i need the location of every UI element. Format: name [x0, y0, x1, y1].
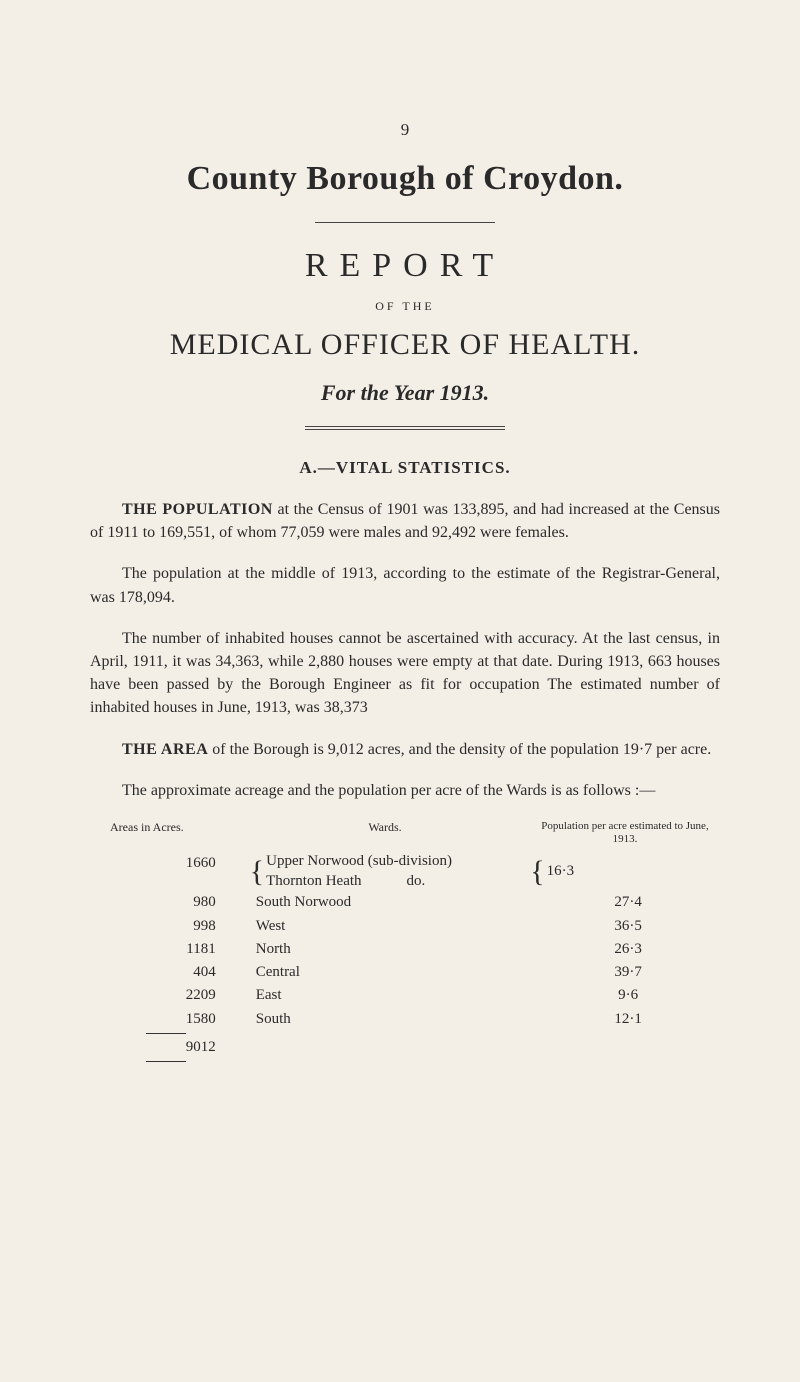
cell-wards: South — [256, 1008, 536, 1031]
para-lead-area: THE AREA — [122, 741, 208, 758]
paragraph-area: THE AREA of the Borough is 9,012 acres, … — [90, 738, 720, 761]
wards-upper: Upper Norwood (sub-division) — [266, 852, 452, 872]
cell-areas: 404 — [90, 961, 256, 984]
table-row: 1181 North 26·3 — [90, 938, 720, 961]
para-text-area: of the Borough is 9,012 acres, and the d… — [212, 741, 711, 758]
year-line: For the Year 1913. — [90, 380, 720, 406]
cell-pop: 12·1 — [536, 1008, 720, 1031]
para-lead-population: THE POPULATION — [122, 501, 273, 518]
cell-areas: 980 — [90, 891, 256, 914]
cell-pop: 36·5 — [536, 915, 720, 938]
header-areas: Areas in Acres. — [90, 820, 240, 846]
cell-wards: East — [256, 984, 536, 1007]
table-total-row: 9012 — [90, 1036, 720, 1059]
cell-pop: 27·4 — [536, 891, 720, 914]
paragraph-houses: The number of inhabited houses cannot be… — [90, 627, 720, 720]
paragraph-wards-intro: The approximate acreage and the populati… — [90, 779, 720, 802]
cell-areas: 1580 — [90, 1008, 256, 1031]
divider-double-rule — [305, 426, 505, 430]
cell-areas: 998 — [90, 915, 256, 938]
cell-wards: South Norwood — [256, 891, 536, 914]
table-header-row: Areas in Acres. Wards. Population per ac… — [90, 820, 720, 846]
cell-empty — [536, 1036, 720, 1059]
cell-pop: 9·6 — [536, 984, 720, 1007]
table-row: 1580 South 12·1 — [90, 1008, 720, 1031]
cell-wards: North — [256, 938, 536, 961]
divider-rule — [315, 222, 495, 223]
table-row: 2209 East 9·6 — [90, 984, 720, 1007]
subheading-of-the: OF THE — [90, 299, 720, 314]
paragraph-population: THE POPULATION at the Census of 1901 was… — [90, 498, 720, 544]
cell-pop-value: 16·3 — [547, 860, 575, 883]
officer-title: MEDICAL OFFICER OF HEALTH. — [90, 328, 720, 362]
cell-empty — [256, 1036, 536, 1059]
brace-icon: { — [250, 864, 264, 879]
cell-areas: 2209 — [90, 984, 256, 1007]
sum-rule-top — [146, 1033, 186, 1034]
cell-pop-brace: { 16·3 — [536, 852, 720, 891]
cell-wards: Central — [256, 961, 536, 984]
main-title: County Borough of Croydon. — [90, 160, 720, 198]
sum-rule-bottom — [146, 1061, 186, 1062]
table-row: 980 South Norwood 27·4 — [90, 891, 720, 914]
document-page: 9 County Borough of Croydon. REPORT OF T… — [0, 0, 800, 1382]
cell-wards-brace: { Upper Norwood (sub-division) Thornton … — [256, 852, 536, 891]
table-row: 998 West 36·5 — [90, 915, 720, 938]
cell-pop: 39·7 — [536, 961, 720, 984]
cell-wards: West — [256, 915, 536, 938]
wards-table: Areas in Acres. Wards. Population per ac… — [90, 820, 720, 1062]
page-number: 9 — [90, 120, 720, 140]
cell-areas: 1181 — [90, 938, 256, 961]
cell-total: 9012 — [90, 1036, 256, 1059]
section-heading: A.—VITAL STATISTICS. — [90, 458, 720, 478]
header-population: Population per acre estimated to June, 1… — [530, 820, 720, 846]
report-heading: REPORT — [90, 247, 720, 285]
paragraph-mid-1913: The population at the middle of 1913, ac… — [90, 562, 720, 608]
cell-pop: 26·3 — [536, 938, 720, 961]
table-row: 1660 { Upper Norwood (sub-division) Thor… — [90, 852, 720, 891]
header-wards: Wards. — [240, 820, 530, 846]
table-row: 404 Central 39·7 — [90, 961, 720, 984]
cell-areas: 1660 — [90, 852, 256, 891]
wards-lower: Thornton Heath do. — [266, 872, 452, 892]
brace-icon: { — [530, 864, 544, 879]
